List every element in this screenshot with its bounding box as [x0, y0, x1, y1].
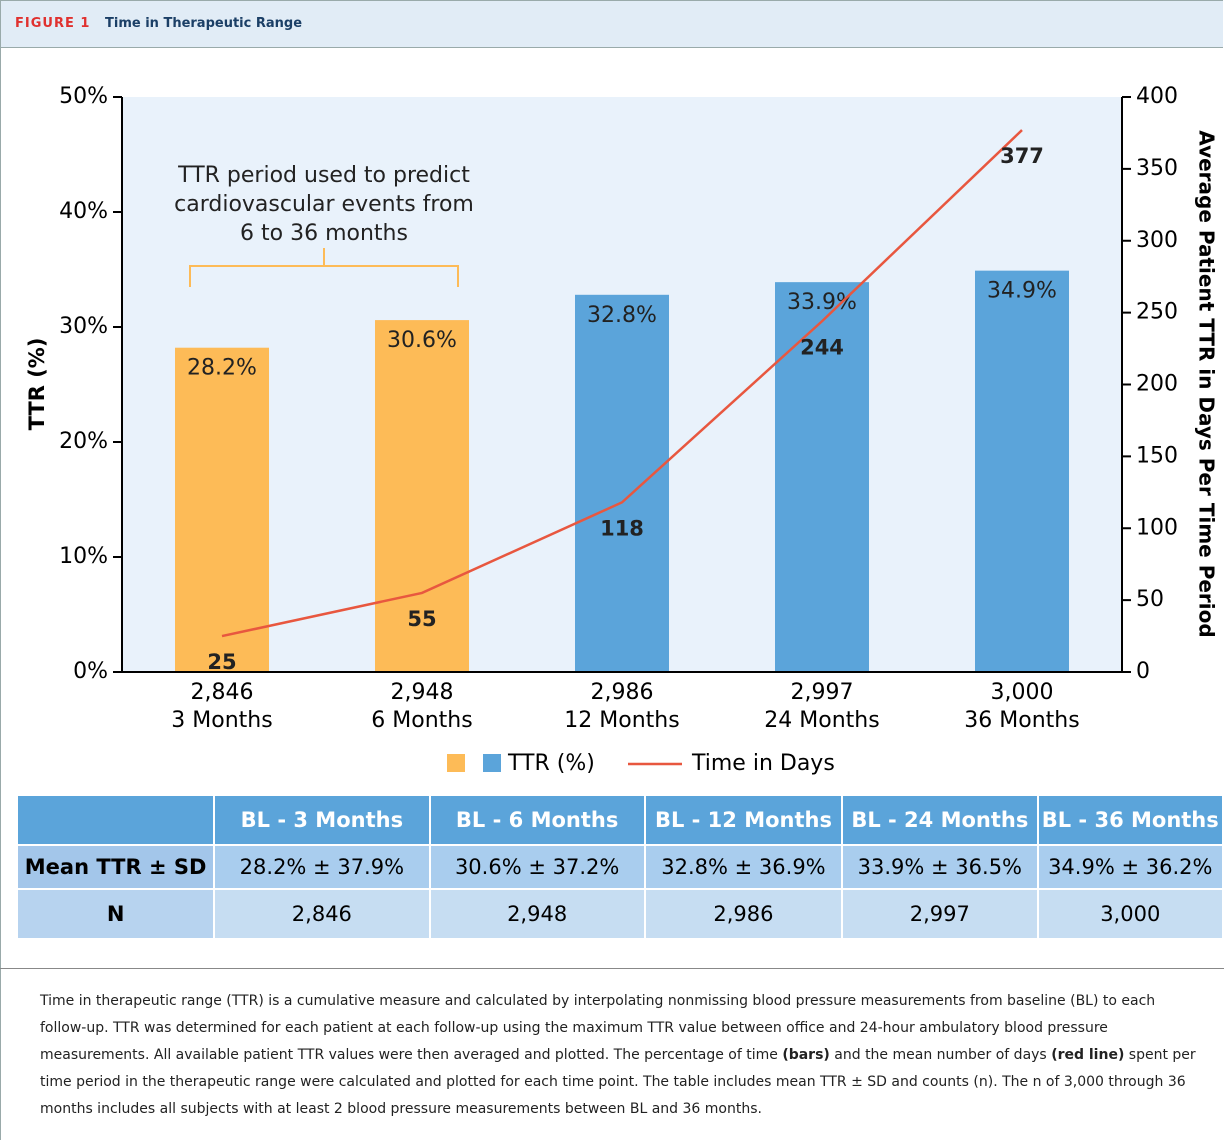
table-header-cell: BL - 6 Months: [429, 796, 646, 846]
y2-axis-title: Average Patient TTR in Days Per Time Per…: [1195, 130, 1219, 637]
y-tick-label: 0%: [73, 659, 108, 684]
table-cell: 2,948: [429, 889, 646, 940]
table-header-cell: BL - 24 Months: [842, 796, 1039, 846]
x-count-label: 2,986: [591, 680, 654, 705]
table-corner: [18, 796, 216, 846]
table-header-cell: BL - 12 Months: [644, 796, 844, 846]
table-row-header: Mean TTR ± SD: [18, 845, 216, 890]
y2-tick-label: 150: [1136, 443, 1178, 468]
bar: [975, 270, 1069, 672]
y-axis-title: TTR (%): [25, 338, 49, 431]
table-cell: 28.2% ± 37.9%: [214, 845, 431, 890]
bar-value-label: 30.6%: [387, 328, 457, 353]
line-value-label: 377: [1000, 144, 1044, 168]
x-tick-label: 36 Months: [964, 708, 1079, 733]
bar: [575, 294, 669, 672]
chart: TTR (%) Average Patient TTR in Days Per …: [25, 84, 1219, 776]
caption-text: and the mean number of days: [829, 1047, 1052, 1063]
figure-label: FIGURE 1: [15, 16, 91, 31]
data-table: BL - 3 Months BL - 6 Months BL - 12 Months…: [18, 796, 1224, 940]
x-tick-label: 24 Months: [764, 708, 879, 733]
table-header-cell: BL - 3 Months: [214, 796, 431, 846]
y2-tick-label: 400: [1136, 84, 1178, 109]
y2-tick-label: 200: [1136, 372, 1178, 397]
line: [221, 129, 1023, 638]
line-value-label: 25: [207, 650, 236, 674]
separator: [0, 968, 1224, 969]
y-tick-label: 30%: [59, 314, 108, 339]
x-tick-label: 3 Months: [171, 708, 272, 733]
bar-value-label: 28.2%: [187, 356, 257, 381]
line-value-label: 55: [407, 607, 436, 631]
annotation-text: TTR period used to predict: [177, 163, 470, 188]
legend-swatch: [483, 754, 501, 772]
table-cell: 33.9% ± 36.5%: [842, 845, 1039, 890]
table-cell: 34.9% ± 36.2%: [1037, 845, 1224, 890]
bar: [175, 347, 269, 672]
caption-text: (bars): [782, 1047, 830, 1063]
legend-swatch: [447, 754, 465, 772]
table-row: Mean TTR ± SD 28.2% ± 37.9% 30.6% ± 37.2% 3…: [18, 845, 1224, 890]
table-cell: 2,986: [644, 889, 844, 940]
y2-tick-label: 0: [1136, 659, 1150, 684]
annotation-bracket: [189, 248, 459, 287]
legend-label: TTR (%): [507, 751, 595, 776]
y-tick-label: 50%: [59, 84, 108, 109]
x-tick-label: 6 Months: [371, 708, 472, 733]
bar: [775, 282, 869, 672]
annotation-text: cardiovascular events from: [174, 192, 474, 217]
annotation-text: 6 to 36 months: [240, 221, 408, 246]
line-value-label: 244: [800, 335, 844, 359]
table-row-header: N: [18, 889, 216, 940]
y2-tick-label: 100: [1136, 515, 1178, 540]
caption-text: (red line): [1051, 1047, 1125, 1063]
x-count-label: 2,997: [791, 680, 854, 705]
caption-text: spent per time period in the therapeutic…: [40, 1047, 1196, 1117]
table-row: N 2,846 2,948 2,986 2,997 3,000: [18, 889, 1224, 940]
y2-tick-label: 300: [1136, 228, 1178, 253]
table-cell: 32.8% ± 36.9%: [644, 845, 844, 890]
legend-label: Time in Days: [691, 751, 835, 776]
table-header-cell: BL - 36 Months: [1037, 796, 1224, 846]
bar-value-label: 34.9%: [987, 279, 1057, 304]
figure-header: FIGURE 1 Time in Therapeutic Range: [0, 0, 1223, 48]
table-cell: 2,846: [214, 889, 431, 940]
bar-value-label: 33.9%: [787, 290, 857, 315]
caption: Time in therapeutic range (TTR) is a cum…: [40, 988, 1200, 1123]
y-tick-label: 20%: [59, 429, 108, 454]
table-cell: 2,997: [842, 889, 1039, 940]
figure-title: Time in Therapeutic Range: [105, 16, 303, 31]
y-tick-label: 40%: [59, 199, 108, 224]
line-value-label: 118: [600, 516, 644, 540]
caption-text: Time in therapeutic range (TTR) is a cum…: [40, 993, 1156, 1063]
y2-tick-label: 350: [1136, 156, 1178, 181]
border: [0, 0, 1, 1140]
x-tick-label: 12 Months: [564, 708, 679, 733]
bar: [375, 320, 469, 672]
y2-tick-label: 50: [1136, 587, 1164, 612]
x-count-label: 2,948: [391, 680, 454, 705]
bar-value-label: 32.8%: [587, 303, 657, 328]
y-tick-label: 10%: [59, 544, 108, 569]
x-count-label: 2,846: [191, 680, 254, 705]
table-header-row: BL - 3 Months BL - 6 Months BL - 12 Months…: [18, 796, 1224, 846]
x-count-label: 3,000: [991, 680, 1054, 705]
y2-tick-label: 250: [1136, 300, 1178, 325]
table-cell: 3,000: [1037, 889, 1224, 940]
table-cell: 30.6% ± 37.2%: [429, 845, 646, 890]
